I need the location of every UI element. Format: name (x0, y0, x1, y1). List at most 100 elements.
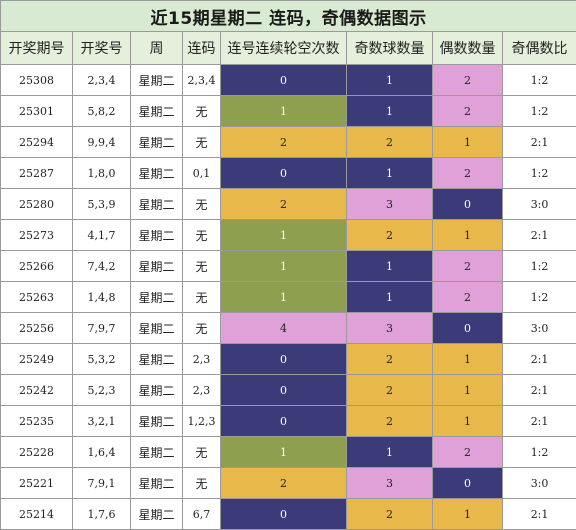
cell-numbers: 2,3,4 (73, 65, 131, 96)
cell-consec: 2,3 (183, 344, 221, 375)
cell-weekday: 星期二 (131, 65, 183, 96)
cell-even: 0 (433, 468, 503, 499)
cell-weekday: 星期二 (131, 313, 183, 344)
cell-period: 25294 (1, 127, 73, 158)
cell-ratio: 2:1 (503, 344, 576, 375)
cell-even: 0 (433, 313, 503, 344)
cell-consec: 1,2,3 (183, 406, 221, 437)
cell-gap: 0 (221, 344, 347, 375)
cell-gap: 0 (221, 158, 347, 189)
cell-numbers: 1,8,0 (73, 158, 131, 189)
cell-even: 2 (433, 282, 503, 313)
cell-period: 25256 (1, 313, 73, 344)
header-gap: 连号连续轮空次数 (221, 32, 347, 65)
cell-period: 25235 (1, 406, 73, 437)
cell-weekday: 星期二 (131, 220, 183, 251)
cell-gap: 1 (221, 220, 347, 251)
cell-period: 25228 (1, 437, 73, 468)
cell-odd: 1 (347, 96, 433, 127)
cell-numbers: 1,4,8 (73, 282, 131, 313)
cell-consec: 2,3 (183, 375, 221, 406)
cell-numbers: 5,3,9 (73, 189, 131, 220)
cell-ratio: 3:0 (503, 468, 576, 499)
cell-period: 25214 (1, 499, 73, 530)
cell-period: 25263 (1, 282, 73, 313)
cell-odd: 2 (347, 375, 433, 406)
cell-even: 1 (433, 220, 503, 251)
cell-odd: 2 (347, 406, 433, 437)
cell-consec: 无 (183, 437, 221, 468)
cell-weekday: 星期二 (131, 375, 183, 406)
cell-ratio: 1:2 (503, 96, 576, 127)
cell-ratio: 2:1 (503, 406, 576, 437)
cell-numbers: 7,9,7 (73, 313, 131, 344)
cell-consec: 无 (183, 220, 221, 251)
cell-weekday: 星期二 (131, 96, 183, 127)
cell-odd: 2 (347, 220, 433, 251)
cell-even: 1 (433, 499, 503, 530)
header-consec: 连码 (183, 32, 221, 65)
cell-gap: 0 (221, 499, 347, 530)
table-title: 近15期星期二 连码，奇偶数据图示 (1, 1, 576, 32)
cell-even: 2 (433, 437, 503, 468)
cell-weekday: 星期二 (131, 344, 183, 375)
header-even: 偶数数量 (433, 32, 503, 65)
cell-odd: 2 (347, 344, 433, 375)
cell-weekday: 星期二 (131, 406, 183, 437)
cell-period: 25301 (1, 96, 73, 127)
cell-ratio: 1:2 (503, 437, 576, 468)
cell-ratio: 2:1 (503, 499, 576, 530)
cell-numbers: 1,7,6 (73, 499, 131, 530)
cell-odd: 1 (347, 251, 433, 282)
cell-numbers: 5,2,3 (73, 375, 131, 406)
cell-consec: 无 (183, 96, 221, 127)
cell-even: 2 (433, 65, 503, 96)
cell-even: 1 (433, 406, 503, 437)
cell-odd: 1 (347, 282, 433, 313)
cell-weekday: 星期二 (131, 251, 183, 282)
cell-gap: 2 (221, 189, 347, 220)
cell-consec: 无 (183, 313, 221, 344)
cell-ratio: 1:2 (503, 282, 576, 313)
header-weekday: 周 (131, 32, 183, 65)
cell-even: 2 (433, 158, 503, 189)
cell-period: 25249 (1, 344, 73, 375)
cell-numbers: 9,9,4 (73, 127, 131, 158)
cell-even: 1 (433, 344, 503, 375)
cell-numbers: 5,8,2 (73, 96, 131, 127)
cell-weekday: 星期二 (131, 282, 183, 313)
cell-odd: 1 (347, 158, 433, 189)
cell-gap: 0 (221, 406, 347, 437)
cell-numbers: 4,1,7 (73, 220, 131, 251)
cell-consec: 无 (183, 251, 221, 282)
cell-odd: 3 (347, 468, 433, 499)
cell-ratio: 2:1 (503, 375, 576, 406)
cell-even: 2 (433, 96, 503, 127)
cell-consec: 无 (183, 127, 221, 158)
header-odd: 奇数球数量 (347, 32, 433, 65)
cell-period: 25273 (1, 220, 73, 251)
cell-odd: 3 (347, 189, 433, 220)
cell-gap: 2 (221, 127, 347, 158)
header-period: 开奖期号 (1, 32, 73, 65)
cell-gap: 1 (221, 251, 347, 282)
cell-numbers: 7,9,1 (73, 468, 131, 499)
cell-consec: 无 (183, 468, 221, 499)
cell-even: 1 (433, 127, 503, 158)
cell-gap: 2 (221, 468, 347, 499)
cell-numbers: 5,3,2 (73, 344, 131, 375)
cell-consec: 2,3,4 (183, 65, 221, 96)
cell-ratio: 2:1 (503, 220, 576, 251)
cell-ratio: 3:0 (503, 313, 576, 344)
cell-consec: 6,7 (183, 499, 221, 530)
cell-numbers: 3,2,1 (73, 406, 131, 437)
